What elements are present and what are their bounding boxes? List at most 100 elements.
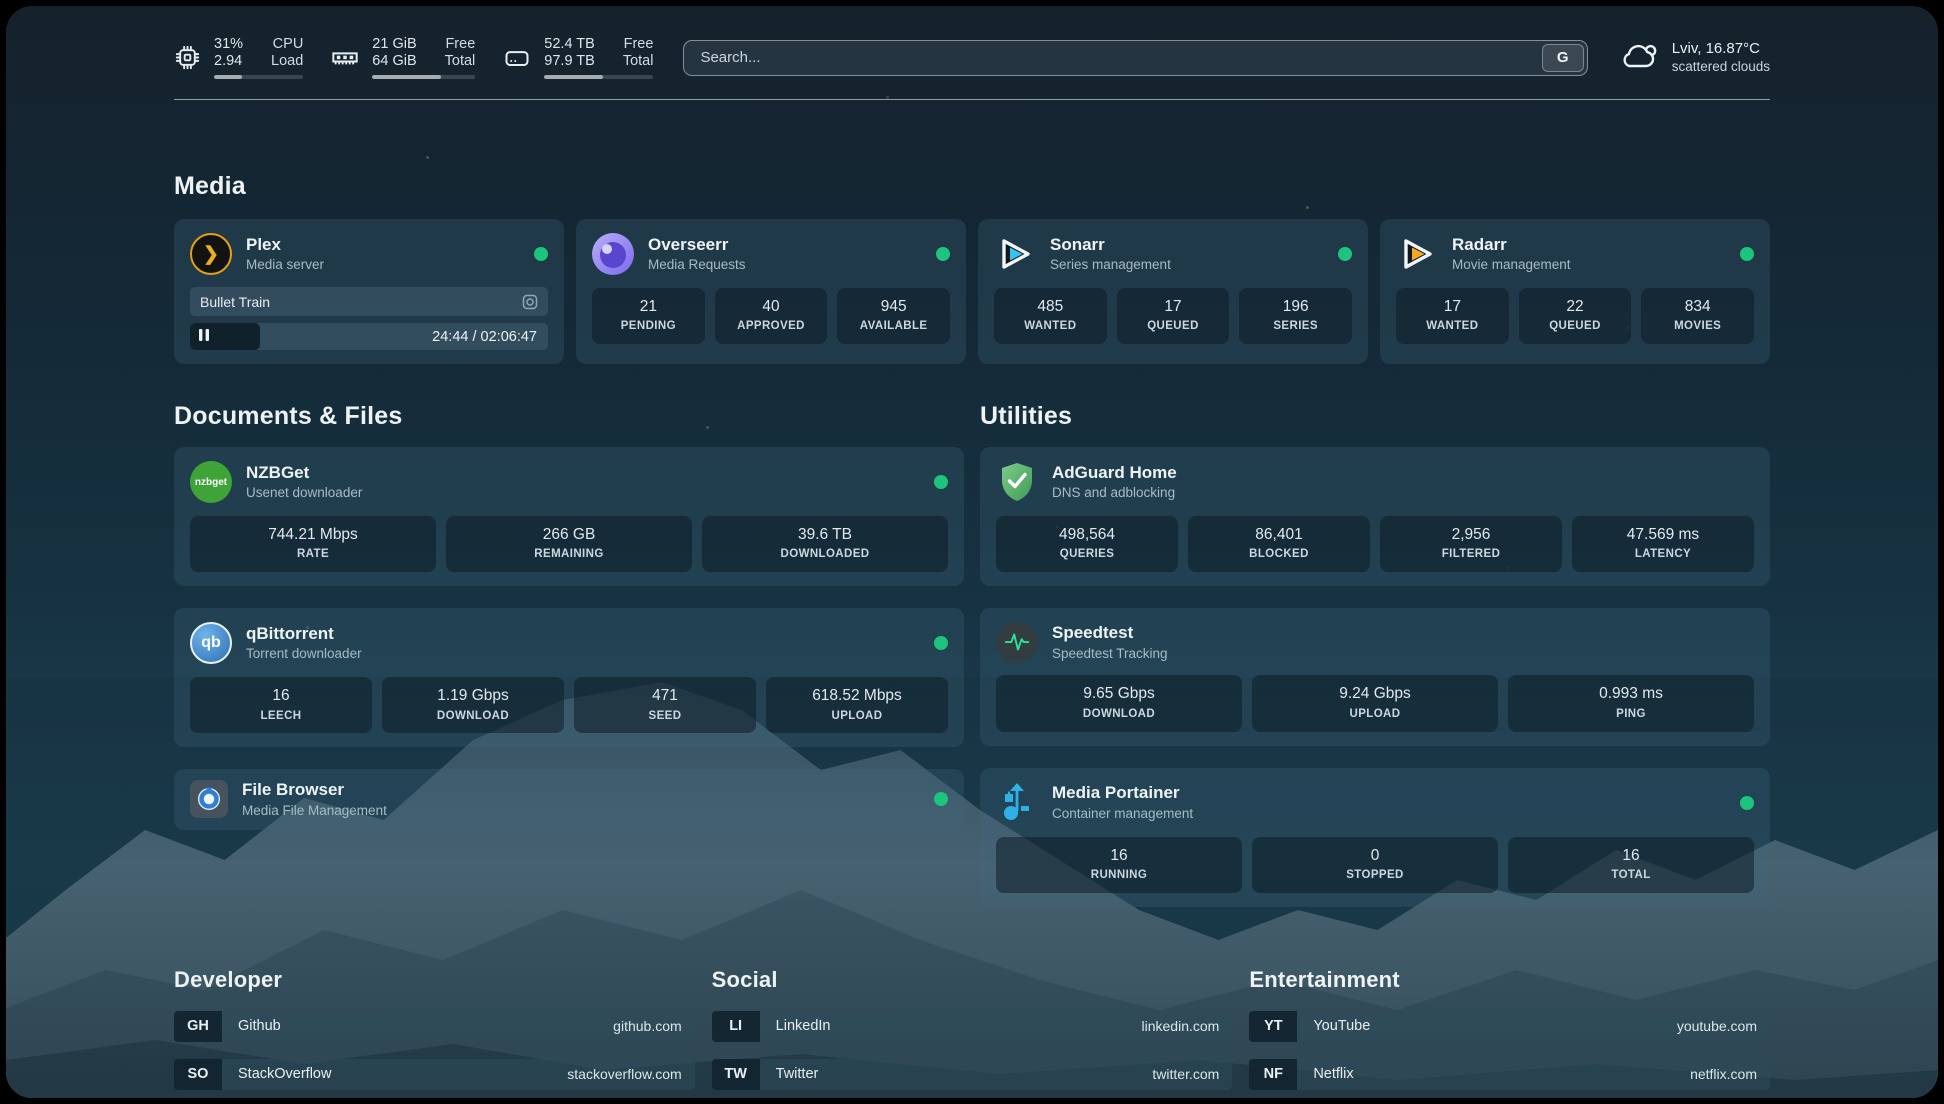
disk-total-value: 97.9 TB [544, 53, 595, 69]
disk-icon [503, 44, 531, 72]
cpu-usage-label: CPU [272, 36, 304, 52]
section-title-media: Media [174, 172, 246, 200]
weather-location-temp: Lviv, 16.87°C [1671, 39, 1760, 57]
now-playing-row: Bullet Train [190, 287, 548, 316]
bookmark-url: youtube.com [1676, 1018, 1757, 1035]
status-dot-online [534, 247, 548, 261]
dashboard-window: 31% CPU 2.94 Load [6, 6, 1938, 1098]
stat-box: 0.993 ms PING [1508, 675, 1754, 732]
google-search-button[interactable]: G [1541, 43, 1584, 72]
service-name: Sonarr [1050, 234, 1105, 254]
bookmark-youtube[interactable]: YT YouTube youtube.com [1249, 1010, 1770, 1042]
ram-total-label: Total [444, 53, 476, 69]
bookmark-abbr: YT [1249, 1010, 1298, 1042]
service-card-portainer[interactable]: Media Portainer Container management 16 R… [980, 767, 1770, 907]
status-dot-online [1740, 795, 1754, 810]
bookmark-group-entertainment: Entertainment YT YouTube youtube.com NF … [1249, 967, 1770, 1098]
service-card-overseerr[interactable]: Overseerr Media Requests 21 PENDING 40 APP… [576, 219, 966, 364]
ram-icon [331, 44, 359, 72]
status-dot-online [934, 475, 948, 489]
service-card-sonarr[interactable]: Sonarr Series management 485 WANTED 17 QUE… [978, 219, 1368, 364]
resource-widgets: 31% CPU 2.94 Load [174, 36, 654, 79]
service-desc: Series management [1050, 257, 1171, 273]
bookmark-stackoverflow[interactable]: SO StackOverflow stackoverflow.com [174, 1058, 695, 1090]
bookmark-group-developer: Developer GH Github github.com SO StackO… [174, 967, 695, 1098]
stat-box: 16 RUNNING [996, 836, 1242, 893]
cpu-resource-widget: 31% CPU 2.94 Load [174, 36, 304, 79]
service-card-plex[interactable]: ❯ Plex Media server Bullet Train [174, 219, 564, 364]
service-card-speedtest[interactable]: Speedtest Speedtest Tracking 9.65 Gbps DO… [980, 608, 1770, 746]
filebrowser-icon [190, 780, 228, 819]
stat-box: 498,564 QUERIES [996, 516, 1178, 573]
cpu-usage-bar [214, 75, 304, 79]
bookmark-name: StackOverflow [238, 1066, 332, 1083]
star-speck [306, 626, 309, 629]
disk-total-label: Total [622, 53, 654, 69]
section-documents-files: Documents & Files nzbget NZBGet Usenet d… [174, 402, 964, 907]
ram-usage-bar [372, 75, 476, 79]
bookmark-linkedin[interactable]: LI LinkedIn linkedin.com [711, 1010, 1233, 1042]
service-card-radarr[interactable]: Radarr Movie management 17 WANTED 22 QUEUE… [1380, 219, 1770, 364]
star-speck [706, 426, 709, 429]
stat-box: 40 APPROVED [714, 288, 828, 345]
cpu-usage-value: 31% [214, 36, 244, 52]
stat-box: 2,956 FILTERED [1380, 516, 1562, 573]
service-card-nzbget[interactable]: nzbget NZBGet Usenet downloader 744.21 M… [174, 447, 964, 587]
service-name: Plex [246, 234, 281, 254]
disk-free-value: 52.4 TB [544, 36, 595, 52]
bookmark-abbr: NF [1249, 1058, 1298, 1090]
ram-total-value: 64 GiB [372, 53, 417, 69]
playback-progress-bar: 24:44 / 02:06:47 [190, 323, 548, 350]
section-title-documents: Documents & Files [174, 402, 403, 430]
bookmark-twitter[interactable]: TW Twitter twitter.com [711, 1058, 1233, 1090]
status-dot-online [1740, 247, 1754, 261]
portainer-icon [996, 782, 1038, 824]
overseerr-icon [592, 233, 634, 275]
search-input[interactable] [684, 40, 1539, 75]
service-card-filebrowser[interactable]: File Browser Media File Management [174, 769, 964, 830]
service-desc: DNS and adblocking [1052, 485, 1176, 501]
now-playing-view-icon[interactable] [522, 294, 538, 310]
stat-box: 485 WANTED [994, 288, 1107, 345]
bookmark-url: linkedin.com [1141, 1018, 1220, 1035]
service-card-qbittorrent[interactable]: qb qBittorrent Torrent downloader 16 LEEC… [174, 608, 964, 748]
stat-box: 1.19 Gbps DOWNLOAD [382, 677, 564, 734]
bookmark-name: LinkedIn [775, 1018, 831, 1035]
stat-box: 471 SEED [574, 677, 756, 734]
bookmark-name: YouTube [1313, 1018, 1371, 1035]
qbittorrent-icon: qb [190, 622, 232, 665]
star-speck [886, 96, 889, 99]
stat-box: 86,401 BLOCKED [1188, 516, 1370, 573]
service-card-adguard[interactable]: AdGuard Home DNS and adblocking 498,564 Q… [980, 447, 1770, 587]
bookmark-abbr: GH [174, 1010, 222, 1042]
service-name: Overseerr [648, 234, 729, 254]
stat-box: 618.52 Mbps UPLOAD [766, 677, 948, 734]
stat-box: 17 QUEUED [1116, 288, 1230, 345]
pause-icon[interactable] [199, 328, 209, 346]
bookmark-name: Twitter [775, 1066, 819, 1083]
service-name: Radarr [1452, 234, 1507, 254]
bookmark-github[interactable]: GH Github github.com [174, 1010, 695, 1042]
service-desc: Torrent downloader [246, 646, 362, 662]
cpu-load-label: Load [271, 53, 304, 69]
service-name: Speedtest [1052, 623, 1134, 643]
cloud-icon [1618, 37, 1660, 78]
star-speck [426, 156, 429, 159]
stat-box: 9.24 Gbps UPLOAD [1252, 675, 1498, 732]
status-dot-online [936, 247, 950, 261]
stat-box: 39.6 TB DOWNLOADED [702, 516, 948, 573]
bookmark-group-title: Developer [174, 966, 283, 992]
ram-free-label: Free [445, 36, 476, 52]
service-desc: Container management [1052, 805, 1194, 821]
radarr-icon [1396, 233, 1438, 275]
status-dot-online [934, 636, 948, 651]
stat-box: 9.65 Gbps DOWNLOAD [996, 675, 1242, 732]
playback-time: 24:44 / 02:06:47 [432, 328, 537, 345]
service-name: NZBGet [246, 462, 310, 482]
status-dot-online [1338, 247, 1352, 261]
ram-free-value: 21 GiB [372, 36, 417, 52]
bookmark-netflix[interactable]: NF Netflix netflix.com [1249, 1058, 1770, 1090]
weather-condition: scattered clouds [1671, 59, 1770, 75]
star-speck [1306, 206, 1309, 209]
adguard-icon [996, 461, 1038, 503]
